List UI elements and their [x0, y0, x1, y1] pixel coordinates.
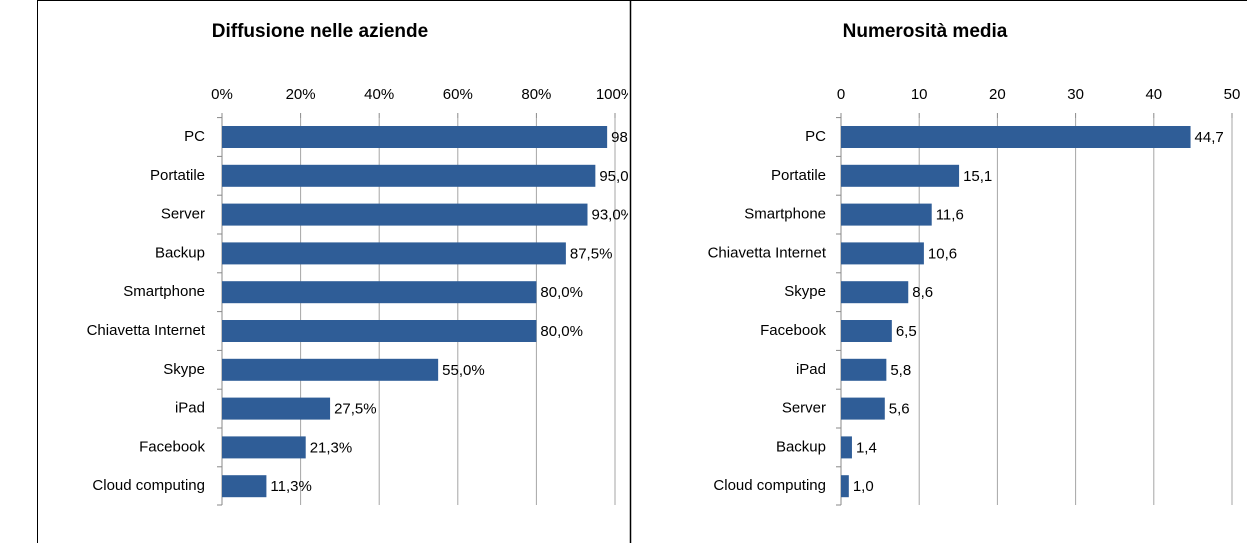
- value-label: 11,3%: [270, 478, 311, 495]
- bar: [841, 358, 887, 381]
- value-label: 15,1: [963, 168, 992, 185]
- category-label: Chiavetta Internet: [708, 244, 827, 261]
- chart-left: Diffusione nelle aziende 0% 20% 40% 60% 80% 10…: [87, 21, 654, 506]
- x-tick-label: 40%: [364, 86, 394, 103]
- bar: [222, 320, 537, 342]
- value-label: 80,0%: [540, 323, 583, 340]
- value-label: 1,0: [853, 478, 874, 495]
- bar: [222, 164, 596, 187]
- bar: [841, 164, 960, 187]
- value-label: 87,5%: [570, 245, 613, 262]
- category-label: Portatile: [771, 167, 826, 184]
- bar: [841, 320, 892, 342]
- x-tick-label: 60%: [443, 86, 473, 103]
- value-label: 27,5%: [334, 401, 377, 418]
- x-tick-label: 0%: [211, 86, 233, 103]
- bar: [222, 281, 537, 304]
- value-label: 8,6: [912, 284, 933, 301]
- value-label: 98,0%: [611, 129, 654, 146]
- category-label: iPad: [796, 361, 826, 378]
- value-label: 10,6: [928, 245, 957, 262]
- category-label: Cloud computing: [92, 477, 205, 494]
- x-tick-label: 30: [1067, 86, 1084, 103]
- bar: [841, 203, 932, 226]
- category-label: iPad: [175, 400, 205, 417]
- value-label: 5,8: [890, 362, 911, 379]
- category-label: Skype: [163, 361, 205, 378]
- bar: [222, 358, 439, 381]
- bar: [222, 436, 306, 459]
- category-label: Cloud computing: [713, 477, 826, 494]
- category-label: Facebook: [760, 322, 826, 339]
- category-label: Skype: [784, 283, 826, 300]
- bar: [222, 126, 608, 148]
- x-tick-label: 0: [837, 86, 845, 103]
- x-tick-label: 20: [989, 86, 1006, 103]
- category-label: Server: [161, 206, 205, 223]
- bar: [841, 281, 909, 304]
- value-label: 6,5: [896, 323, 917, 340]
- value-label: 1,4: [856, 439, 877, 456]
- bar: [841, 436, 852, 459]
- chart-right: Numerosità media 0 10 20 30 40 50 PC 44,7 Portati…: [708, 21, 1241, 506]
- bar: [841, 126, 1191, 148]
- x-tick-label: 50: [1224, 86, 1241, 103]
- chart-title: Diffusione nelle aziende: [212, 21, 428, 42]
- x-tick-label: 40: [1145, 86, 1162, 103]
- value-label: 95,0%: [599, 168, 642, 185]
- x-tick-label: 20%: [286, 86, 316, 103]
- bar: [222, 242, 566, 265]
- x-tick-label: 80%: [521, 86, 551, 103]
- value-label: 44,7: [1195, 129, 1224, 146]
- category-label: Backup: [776, 438, 826, 455]
- value-label: 21,3%: [310, 439, 353, 456]
- value-label: 5,6: [889, 401, 910, 418]
- value-label: 11,6: [936, 207, 964, 224]
- bar: [841, 242, 924, 265]
- bar: [222, 203, 588, 226]
- chart-title: Numerosità media: [843, 21, 1008, 42]
- category-label: Smartphone: [744, 206, 826, 223]
- category-label: Portatile: [150, 167, 205, 184]
- bar: [841, 475, 849, 498]
- category-label: PC: [805, 128, 826, 145]
- frame: [37, 0, 1247, 543]
- value-label: 93,0%: [591, 207, 634, 224]
- category-label: Backup: [155, 244, 205, 261]
- category-label: Facebook: [139, 438, 205, 455]
- value-label: 80,0%: [540, 284, 583, 301]
- category-label: Server: [782, 400, 826, 417]
- bar: [222, 397, 331, 420]
- category-label: Smartphone: [123, 283, 205, 300]
- bar: [222, 475, 267, 498]
- category-label: PC: [184, 128, 205, 145]
- bar: [841, 397, 885, 420]
- x-tick-label: 10: [911, 86, 928, 103]
- category-label: Chiavetta Internet: [87, 322, 206, 339]
- value-label: 55,0%: [442, 362, 485, 379]
- x-tick-label: 100%: [596, 86, 634, 103]
